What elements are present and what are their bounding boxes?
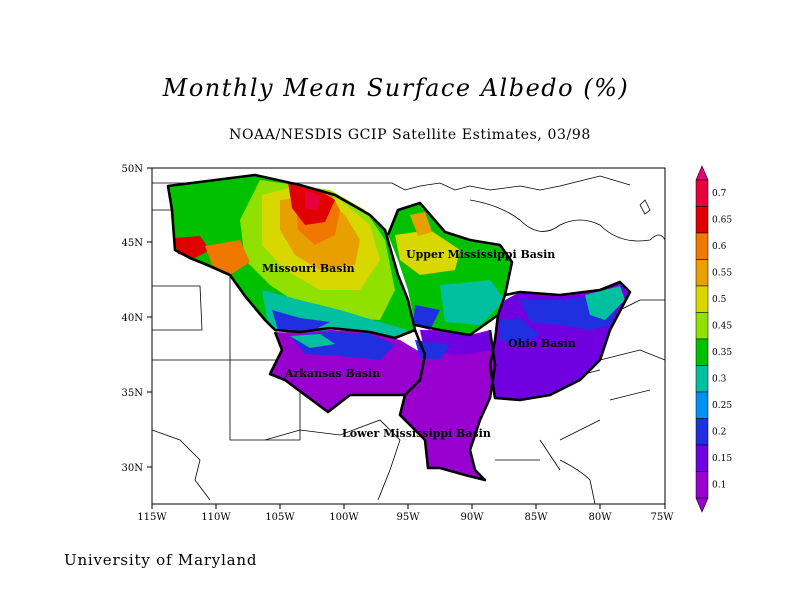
legend-swatch <box>695 444 709 472</box>
legend-swatch <box>695 259 709 287</box>
legend-label: 0.2 <box>712 428 726 438</box>
color-legend: 0.7 0.65 0.6 0.55 0.5 0.45 0.35 0.3 0.25 0.2 0.15 0… <box>695 165 732 513</box>
lon-tick-label: 75W <box>650 512 674 523</box>
legend-label: 0.3 <box>712 375 727 385</box>
basin-label-lower-mississippi: Lower Mississippi Basin <box>342 427 491 440</box>
legend-swatch <box>695 285 709 313</box>
lon-tick-label: 110W <box>201 512 231 523</box>
map-title: Monthly Mean Surface Albedo (%) <box>162 74 630 102</box>
map-subtitle: NOAA/NESDIS GCIP Satellite Estimates, 03… <box>229 127 591 143</box>
legend-swatch <box>695 232 709 260</box>
lat-tick-label: 50N <box>122 164 144 175</box>
legend-swatch <box>695 312 709 340</box>
legend-label: 0.25 <box>712 401 732 411</box>
lon-tick-label: 85W <box>524 512 548 523</box>
lon-tick-label: 95W <box>396 512 420 523</box>
lat-tick-label: 30N <box>122 463 144 474</box>
lon-tick-label: 105W <box>265 512 295 523</box>
legend-swatch <box>695 471 709 499</box>
legend-swatch <box>695 391 709 419</box>
legend-label: 0.6 <box>712 242 727 252</box>
basin-label-upper-mississippi: Upper Mississippi Basin <box>406 248 555 261</box>
lat-tick-label: 35N <box>122 388 144 399</box>
lon-tick-label: 90W <box>460 512 484 523</box>
lat-tick-label: 45N <box>122 238 144 249</box>
legend-cap-top <box>695 165 709 181</box>
legend-swatch <box>695 206 709 234</box>
legend-cap-bottom <box>695 497 709 513</box>
legend-swatch <box>695 365 709 393</box>
footer-credit: University of Maryland <box>64 551 258 569</box>
legend-label: 0.45 <box>712 322 732 332</box>
albedo-data <box>168 175 630 480</box>
lon-tick-label: 80W <box>588 512 612 523</box>
legend-swatch <box>695 179 709 207</box>
legend-label: 0.7 <box>712 189 727 199</box>
lon-tick-label: 115W <box>137 512 167 523</box>
legend-label: 0.1 <box>712 481 726 491</box>
lat-axis: 50N 45N 40N 35N 30N <box>122 164 152 474</box>
lon-tick-label: 100W <box>329 512 359 523</box>
basin-outlines <box>166 173 632 482</box>
legend-label: 0.65 <box>712 216 732 226</box>
legend-swatch <box>695 418 709 446</box>
basin-label-arkansas: Arkansas Basin <box>284 367 380 380</box>
basin-label-missouri: Missouri Basin <box>262 262 355 275</box>
basin-label-ohio: Ohio Basin <box>508 337 576 350</box>
legend-swatch <box>695 338 709 366</box>
legend-label: 0.35 <box>712 348 732 358</box>
legend-label: 0.55 <box>712 269 732 279</box>
legend-label: 0.5 <box>712 295 727 305</box>
lat-tick-label: 40N <box>122 313 144 324</box>
legend-label: 0.15 <box>712 454 732 464</box>
lon-axis: 115W 110W 105W 100W 95W 90W 85W 80W 75W <box>137 504 674 523</box>
